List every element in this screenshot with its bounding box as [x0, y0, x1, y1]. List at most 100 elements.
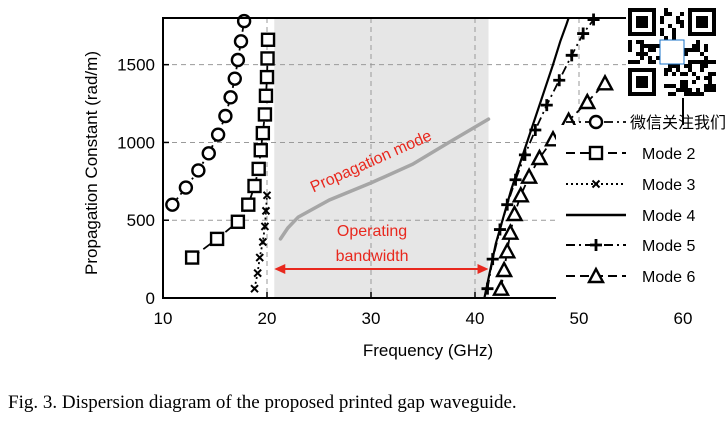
qr-module [660, 32, 664, 36]
x-marker [260, 222, 270, 231]
plus-marker [493, 223, 506, 236]
qr-module [700, 60, 704, 64]
square-marker [253, 143, 268, 158]
operating-label: Operating [337, 223, 407, 240]
qr-module [680, 84, 684, 88]
circle-marker [236, 13, 252, 29]
qr-module [696, 44, 700, 48]
qr-module [660, 28, 664, 32]
legend-sample-mode-1 [566, 114, 626, 130]
square-marker [258, 88, 274, 103]
qr-module [696, 92, 700, 96]
qr-module [680, 12, 684, 16]
qr-finder-core [636, 16, 648, 28]
qr-finder-core [696, 16, 708, 28]
series-mode-3 [250, 191, 272, 293]
legend-box [556, 125, 726, 300]
qr-module [640, 56, 644, 60]
triangle-marker [586, 266, 606, 284]
qr-module [628, 40, 632, 44]
triangle-marker [498, 241, 517, 259]
qr-module [680, 88, 684, 92]
series-mode-4 [483, 17, 570, 299]
square-marker [241, 197, 256, 212]
qr-module [668, 64, 672, 68]
qr-module [652, 60, 656, 64]
plus-marker [587, 13, 600, 26]
qr-module [712, 88, 716, 92]
qr-module [688, 48, 692, 52]
plus-marker [577, 27, 590, 40]
plus-marker [518, 148, 531, 161]
triangle-marker [578, 92, 597, 110]
legend-sample-mode-5 [566, 239, 626, 251]
square-marker [230, 214, 246, 229]
triangle-marker [595, 73, 615, 91]
qr-module [692, 48, 696, 52]
qr-module [636, 52, 640, 56]
square-marker [247, 178, 262, 194]
triangle-marker [530, 148, 549, 166]
qr-module [696, 60, 700, 64]
qr-module [688, 68, 692, 72]
legend: 微信关注我们 Mode 2 Mode 3 Mode 4 Mode 5 Mode … [556, 114, 726, 300]
series-line [171, 20, 245, 206]
series-mode-5 [481, 13, 600, 295]
circle-marker [588, 114, 604, 130]
qr-module [692, 44, 696, 48]
bandwidth-arrow-right-head [477, 264, 489, 274]
bandwidth-label: bandwidth [336, 248, 409, 265]
legend-entry-mode-2: Mode 2 [642, 146, 695, 163]
qr-module [684, 80, 688, 84]
qr-module [664, 84, 668, 88]
y-tick-label: 1500 [117, 56, 155, 75]
x-marker [261, 206, 271, 216]
x-tick-label: 10 [154, 309, 173, 328]
series-propagation-mode [278, 117, 491, 241]
qr-module [668, 92, 672, 96]
propagation-mode-curve [278, 117, 491, 241]
circle-marker [191, 163, 206, 178]
qr-module [700, 64, 704, 68]
qr-module [684, 48, 688, 52]
qr-module [712, 60, 716, 64]
plus-marker [553, 74, 566, 87]
x-marker [591, 179, 601, 189]
qr-finder-core [636, 76, 648, 88]
qr-module [684, 84, 688, 88]
qr-module [700, 52, 704, 56]
qr-module [640, 40, 644, 44]
qr-module [648, 60, 652, 64]
square-marker [209, 231, 225, 247]
qr-module [704, 76, 708, 80]
qr-module [656, 56, 660, 60]
square-marker [255, 125, 271, 141]
plus-marker [529, 124, 542, 136]
x-marker [262, 191, 272, 200]
qr-module [712, 72, 716, 76]
qr-module [636, 60, 640, 64]
qr-module [640, 44, 644, 48]
series-mode-2 [184, 32, 276, 265]
qr-module [672, 32, 676, 36]
qr-module [684, 92, 688, 96]
qr-module [692, 60, 696, 64]
qr-module [700, 92, 704, 96]
plus-marker [540, 99, 553, 112]
qr-module [676, 68, 680, 72]
qr-module [684, 88, 688, 92]
square-marker [257, 107, 273, 122]
qr-module [680, 72, 684, 76]
series-line [486, 19, 595, 289]
x-marker [255, 253, 264, 262]
qr-module [704, 84, 708, 88]
x-axis-label: Frequency (GHz) [363, 341, 493, 360]
qr-module [680, 80, 684, 84]
qr-module [628, 48, 632, 52]
qr-module [704, 64, 708, 68]
legend-entry-mode-4: Mode 4 [642, 208, 695, 225]
qr-module [684, 64, 688, 68]
qr-module [704, 44, 708, 48]
qr-module [672, 64, 676, 68]
